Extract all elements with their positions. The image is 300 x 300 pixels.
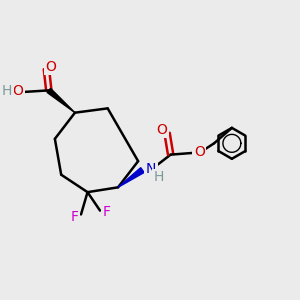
Text: O: O <box>46 60 57 74</box>
Text: O: O <box>156 123 167 137</box>
Text: O: O <box>194 145 205 159</box>
Text: N: N <box>146 162 156 176</box>
Polygon shape <box>47 88 75 113</box>
Text: F: F <box>103 205 111 219</box>
Polygon shape <box>118 168 144 187</box>
Text: H: H <box>154 170 164 184</box>
Text: F: F <box>70 210 79 224</box>
Text: H: H <box>2 84 12 98</box>
Text: O: O <box>12 84 23 98</box>
